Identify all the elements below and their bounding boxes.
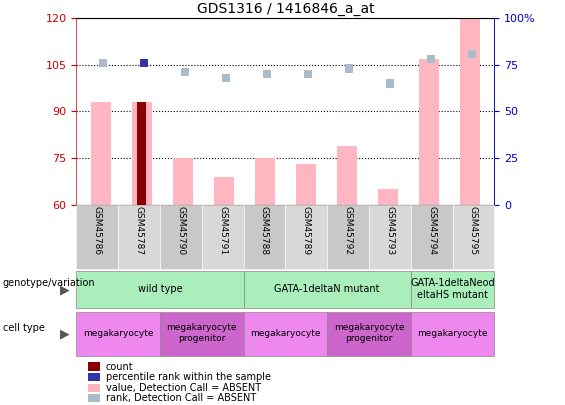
Bar <box>118 205 160 269</box>
Text: genotype/variation: genotype/variation <box>3 279 95 288</box>
Bar <box>263 70 271 78</box>
Bar <box>295 164 316 205</box>
Bar <box>327 205 369 269</box>
Text: megakaryocyte: megakaryocyte <box>83 328 153 338</box>
Bar <box>76 271 244 308</box>
Text: cell type: cell type <box>3 323 45 333</box>
Text: GSM45787: GSM45787 <box>134 206 144 255</box>
Text: GSM45790: GSM45790 <box>176 206 185 255</box>
Text: GSM45789: GSM45789 <box>302 206 311 255</box>
Text: GATA-1deltaNeod
eltaHS mutant: GATA-1deltaNeod eltaHS mutant <box>410 278 495 300</box>
Text: megakaryocyte: megakaryocyte <box>250 328 320 338</box>
Bar <box>459 18 480 205</box>
Bar <box>305 70 312 78</box>
Bar <box>411 205 453 269</box>
Bar <box>137 102 146 205</box>
Text: count: count <box>106 362 133 371</box>
Text: wild type: wild type <box>138 284 182 294</box>
Bar <box>411 312 494 356</box>
Bar <box>90 102 111 205</box>
Title: GDS1316 / 1416846_a_at: GDS1316 / 1416846_a_at <box>197 2 374 16</box>
Text: megakaryocyte: megakaryocyte <box>418 328 488 338</box>
Text: GSM45788: GSM45788 <box>260 206 269 255</box>
Bar <box>244 312 327 356</box>
Bar <box>255 158 275 205</box>
Bar <box>285 205 327 269</box>
Bar <box>140 59 148 67</box>
Bar <box>99 59 107 67</box>
Bar <box>132 102 152 205</box>
Text: percentile rank within the sample: percentile rank within the sample <box>106 372 271 382</box>
Bar <box>160 205 202 269</box>
Bar <box>181 68 189 77</box>
Text: rank, Detection Call = ABSENT: rank, Detection Call = ABSENT <box>106 393 256 403</box>
Text: megakaryocyte
progenitor: megakaryocyte progenitor <box>334 324 404 343</box>
Text: GSM45793: GSM45793 <box>385 206 394 255</box>
Bar <box>327 312 411 356</box>
Bar <box>345 64 353 72</box>
Bar <box>202 205 244 269</box>
Text: GSM45792: GSM45792 <box>344 206 353 255</box>
Bar <box>453 205 494 269</box>
Bar <box>160 312 244 356</box>
Text: GSM45791: GSM45791 <box>218 206 227 255</box>
Text: GSM45786: GSM45786 <box>93 206 102 255</box>
Text: value, Detection Call = ABSENT: value, Detection Call = ABSENT <box>106 383 261 392</box>
Text: megakaryocyte
progenitor: megakaryocyte progenitor <box>167 324 237 343</box>
Bar <box>76 312 160 356</box>
Bar <box>244 271 411 308</box>
Bar <box>76 205 118 269</box>
Bar <box>244 205 285 269</box>
Text: ▶: ▶ <box>60 328 69 341</box>
Bar <box>468 49 476 58</box>
Bar <box>419 59 439 205</box>
Bar <box>386 79 394 87</box>
Bar <box>377 189 398 205</box>
Bar <box>337 145 357 205</box>
Bar <box>223 74 230 82</box>
Text: GSM45795: GSM45795 <box>469 206 478 255</box>
Bar <box>172 158 193 205</box>
Bar <box>369 205 411 269</box>
Text: GSM45794: GSM45794 <box>427 206 436 255</box>
Text: ▶: ▶ <box>60 283 69 296</box>
Text: GATA-1deltaN mutant: GATA-1deltaN mutant <box>275 284 380 294</box>
Bar <box>427 55 434 63</box>
Bar <box>411 271 494 308</box>
Bar <box>214 177 234 205</box>
